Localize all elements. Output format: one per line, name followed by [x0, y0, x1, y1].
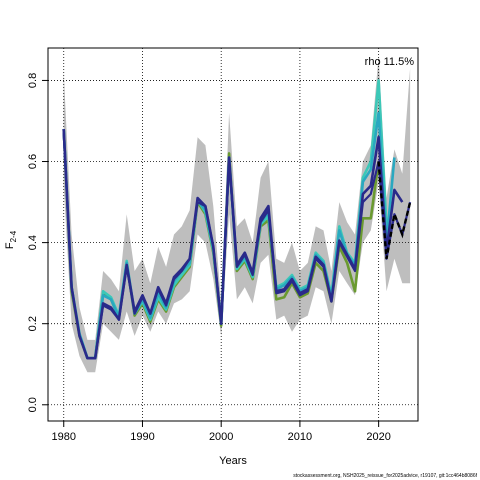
y-tick-label: 0.0 — [27, 397, 39, 412]
y-tick-label: 0.4 — [27, 235, 39, 250]
rho-annotation: rho 11.5% — [365, 56, 415, 68]
confidence-band — [63, 56, 411, 373]
y-tick-label: 0.6 — [27, 154, 39, 169]
y-axis-title-sub: 2-4 — [9, 230, 18, 242]
x-tick-label: 2010 — [288, 431, 312, 443]
x-axis-title: Years — [219, 455, 247, 467]
x-axis: 1980 1990 2000 2010 2020 — [52, 421, 391, 443]
y-tick-label: 0.8 — [27, 73, 39, 88]
main-estimate-tail — [377, 161, 412, 260]
x-tick-label: 1990 — [130, 431, 154, 443]
svg-text:F2-4: F2-4 — [4, 230, 18, 249]
x-tick-label: 2020 — [366, 431, 390, 443]
y-axis: 0.0 0.2 0.4 0.6 0.8 — [27, 73, 48, 412]
x-tick-label: 2000 — [209, 431, 233, 443]
series-layer — [62, 79, 412, 360]
x-tick-label: 1980 — [52, 431, 76, 443]
footer-source: stockassessment.org, NSH2025_reissue_for… — [293, 473, 477, 479]
y-tick-label: 0.2 — [27, 316, 39, 331]
y-axis-title-main: F — [4, 242, 16, 249]
confidence-band-layer — [63, 56, 411, 373]
plot-frame — [47, 47, 419, 422]
main-estimate-line — [62, 133, 412, 360]
grid-layer — [48, 48, 418, 421]
y-axis-title: F2-4 — [4, 230, 18, 249]
